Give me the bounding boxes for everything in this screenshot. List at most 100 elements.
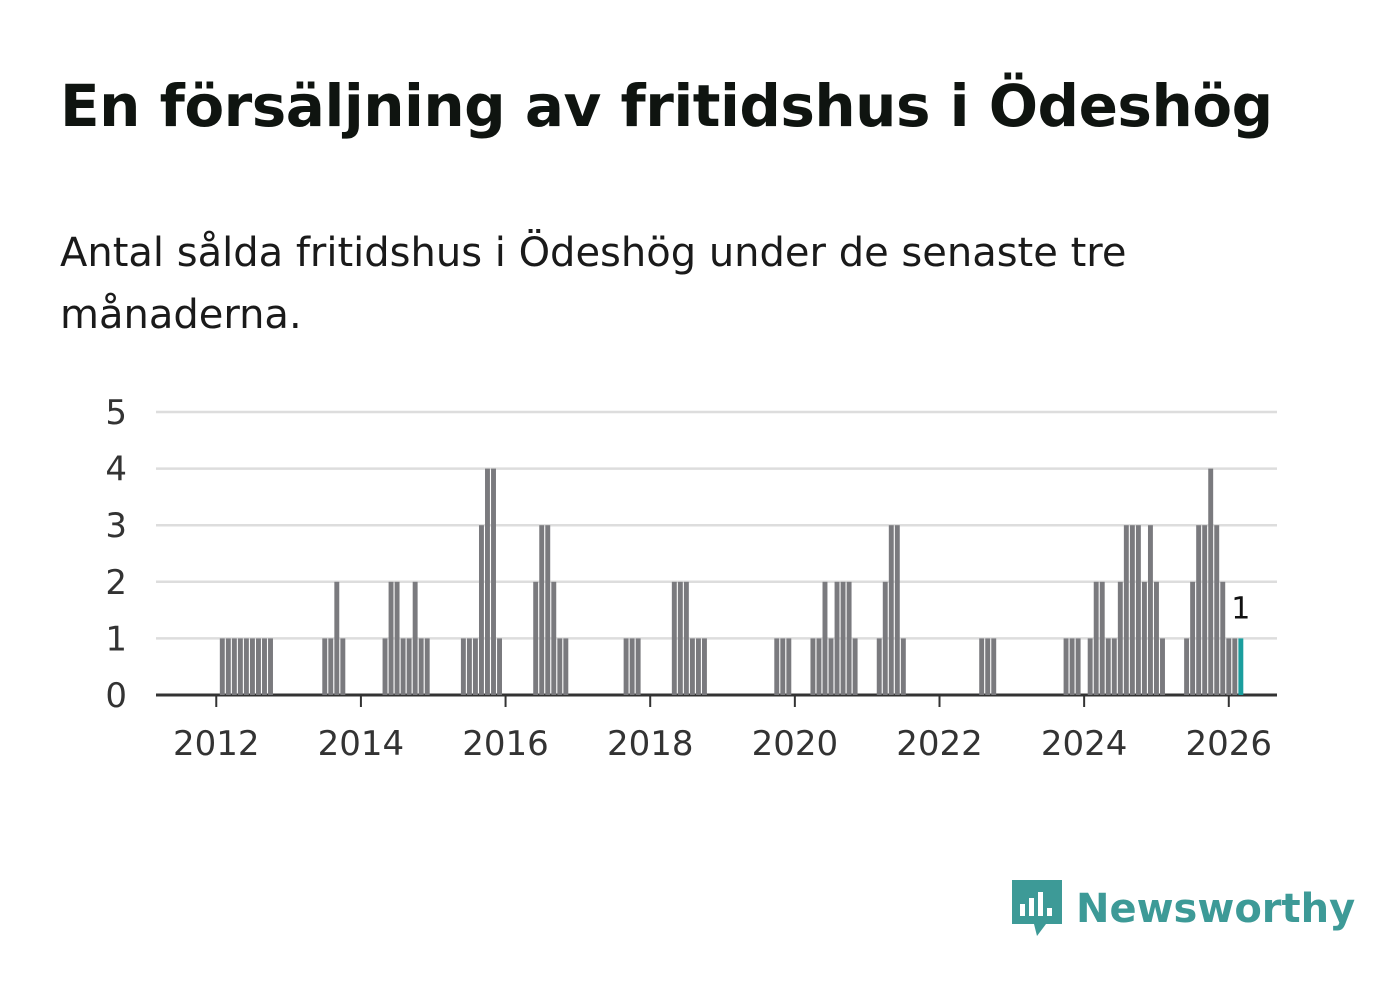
bar-2016-01: [497, 638, 502, 695]
y-axis-ticks: 0 1 2 3 4 5: [105, 393, 127, 716]
bar-2018-09: [689, 638, 695, 695]
bar-2020-08: [828, 638, 834, 695]
bar-2016-11: [557, 638, 563, 695]
x-tick-label-2016: 2016: [462, 724, 549, 764]
bar-2016-12: [563, 638, 569, 695]
x-tick-label-2020: 2020: [752, 724, 839, 764]
bar-2024-10: [1129, 525, 1135, 695]
y-tick-label-4: 4: [105, 450, 127, 490]
bar-2016-08: [539, 525, 545, 695]
bar-2022-09: [979, 638, 985, 695]
bar-2016-10: [551, 581, 557, 695]
bar-2025-08: [1190, 581, 1196, 695]
chart-title: En försäljning av fritidshus i Ödeshög: [60, 72, 1273, 140]
bar-2016-07: [533, 581, 539, 695]
bar-2026-01: [1220, 581, 1226, 695]
bar-2021-04: [876, 638, 882, 695]
bar-2022-10: [985, 638, 991, 695]
bar-2014-07: [388, 581, 394, 695]
bars: [219, 468, 1244, 695]
bar-2024-03: [1087, 638, 1093, 695]
bar-highlight-2026-04: [1238, 638, 1244, 695]
y-tick-label-3: 3: [105, 506, 127, 546]
x-tick-label-2018: 2018: [607, 724, 694, 764]
bar-2013-09: [328, 638, 334, 695]
bar-2021-06: [888, 525, 894, 695]
newsworthy-logo-icon: [1012, 880, 1062, 936]
bar-2024-06: [1105, 638, 1111, 695]
bar-2019-12: [780, 638, 786, 695]
x-tick-label-2012: 2012: [173, 724, 260, 764]
bar-2018-10: [695, 638, 701, 695]
bar-2024-05: [1099, 581, 1105, 695]
bar-2025-07: [1184, 638, 1190, 695]
bar-2015-07: [460, 638, 466, 695]
bar-2012-10: [262, 638, 267, 695]
bar-2024-07: [1111, 638, 1117, 695]
y-tick-label-2: 2: [105, 563, 127, 603]
bar-2014-12: [418, 638, 424, 695]
bar-2025-09: [1196, 525, 1202, 695]
bar-2023-11: [1063, 638, 1069, 695]
bar-2014-09: [400, 638, 406, 695]
y-tick-label-5: 5: [105, 393, 127, 433]
bar-2020-10: [840, 581, 846, 695]
bar-2024-11: [1135, 525, 1141, 695]
y-tick-label-1: 1: [105, 619, 127, 659]
bar-2021-08: [900, 638, 906, 695]
bar-2013-11: [340, 638, 346, 695]
bar-2012-07: [243, 638, 249, 695]
data-label-2026-04: 1: [1231, 591, 1250, 626]
bar-2015-12: [491, 468, 496, 695]
x-tick-label-2024: 2024: [1041, 724, 1128, 764]
bar-2025-11: [1208, 468, 1214, 695]
bar-2025-02: [1153, 581, 1159, 695]
bar-2018-07: [677, 581, 683, 695]
bar-2021-05: [882, 581, 888, 695]
bar-2020-05: [810, 638, 816, 695]
bar-2020-09: [834, 581, 840, 695]
bar-2017-12: [635, 638, 641, 695]
bar-2014-10: [406, 638, 412, 695]
bar-2020-12: [852, 638, 858, 695]
bar-2015-11: [485, 468, 490, 695]
bar-2020-07: [822, 581, 828, 695]
bar-2024-09: [1123, 525, 1129, 695]
bar-2018-06: [671, 581, 677, 695]
bar-2022-11: [991, 638, 997, 695]
bar-2012-11: [268, 638, 273, 695]
bar-2026-03: [1232, 638, 1238, 695]
bar-2017-10: [623, 638, 629, 695]
bar-2015-09: [472, 638, 478, 695]
newsworthy-brand: Newsworthy: [1010, 878, 1355, 940]
bar-2025-01: [1147, 525, 1153, 695]
bar-2024-08: [1117, 581, 1123, 695]
bar-2016-09: [545, 525, 551, 695]
bar-2017-11: [629, 638, 635, 695]
bar-2014-06: [382, 638, 388, 695]
data-labels: 1: [1231, 591, 1250, 626]
bar-2025-10: [1202, 525, 1208, 695]
bar-2020-11: [846, 581, 852, 695]
bar-2015-01: [424, 638, 430, 695]
bar-2013-08: [322, 638, 328, 695]
bar-2019-11: [774, 638, 780, 695]
chart-subtitle: Antal sålda fritidshus i Ödeshög under d…: [60, 230, 1127, 338]
bar-2012-06: [237, 638, 243, 695]
bar-2020-01: [786, 638, 792, 695]
brand-name: Newsworthy: [1076, 886, 1356, 932]
bar-2024-12: [1141, 581, 1147, 695]
bar-2015-10: [478, 525, 484, 695]
bar-2014-11: [412, 581, 418, 695]
bar-2012-04: [225, 638, 231, 695]
x-axis-ticks: 2012 2014 2016 2018 2020 2022 2024 2026: [173, 695, 1272, 764]
bar-2012-03: [219, 638, 225, 695]
bar-2021-07: [894, 525, 900, 695]
bar-2012-08: [249, 638, 255, 695]
bar-2020-06: [816, 638, 822, 695]
bar-2012-05: [231, 638, 237, 695]
bar-2015-08: [466, 638, 472, 695]
x-tick-label-2022: 2022: [896, 724, 983, 764]
x-tick-label-2014: 2014: [318, 724, 405, 764]
